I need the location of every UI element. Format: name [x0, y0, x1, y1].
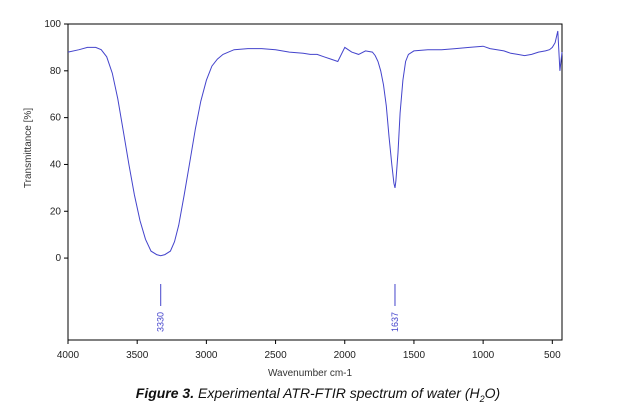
caption-lead: Figure 3. — [135, 385, 195, 401]
y-tick-label: 40 — [50, 159, 62, 170]
plot-frame — [67, 23, 563, 341]
x-tick-label: 500 — [544, 350, 561, 361]
y-tick-label: 80 — [50, 66, 62, 77]
y-tick-label: 60 — [50, 113, 62, 124]
peak-annotations: 3330 1637 — [156, 284, 400, 332]
y-tick-label: 0 — [55, 253, 61, 264]
y-axis: 0 20 40 60 80 100 — [44, 19, 68, 264]
y-tick-label: 20 — [50, 206, 62, 217]
spectrum-line — [67, 30, 563, 257]
caption-subscript: 2 — [479, 393, 485, 404]
x-tick-label: 1000 — [472, 350, 495, 361]
x-tick-label: 4000 — [57, 350, 80, 361]
x-tick-label: 3000 — [195, 350, 218, 361]
x-axis: 4000 3500 3000 2500 2000 1500 1000 500 — [57, 340, 561, 361]
y-axis-label: Transmittance [%] — [23, 108, 34, 188]
peak-label: 1637 — [390, 312, 400, 332]
figure-caption: Figure 3. Experimental ATR-FTIR spectrum… — [0, 385, 636, 404]
ftir-chart: 0 20 40 60 80 100 4000 3500 3000 2500 2000 1500 100… — [23, 19, 563, 379]
y-tick-label: 100 — [44, 19, 61, 30]
x-axis-label: Wavenumber cm-1 — [268, 368, 353, 379]
caption-text: Experimental ATR-FTIR spectrum of water … — [194, 385, 480, 401]
caption-tail: O) — [484, 385, 501, 401]
peak-label: 3330 — [156, 312, 166, 332]
x-tick-label: 2000 — [334, 350, 357, 361]
x-tick-label: 3500 — [126, 350, 149, 361]
x-tick-label: 1500 — [403, 350, 426, 361]
x-tick-label: 2500 — [264, 350, 287, 361]
